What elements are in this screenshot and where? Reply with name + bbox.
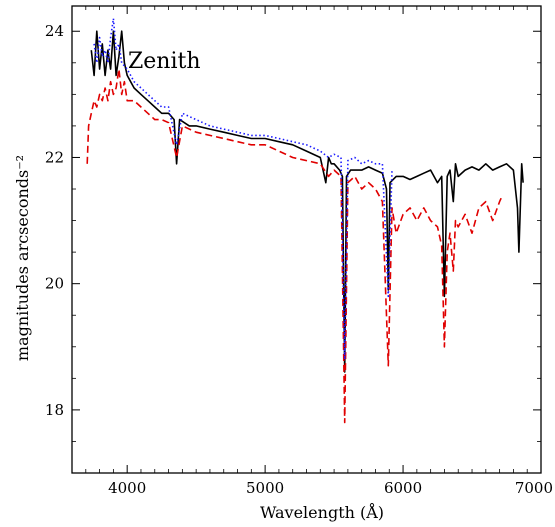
chart-annotation: Zenith bbox=[128, 49, 201, 74]
y-tick-label: 22 bbox=[45, 148, 64, 166]
y-axis-title: magnitudes arcseconds⁻² bbox=[13, 155, 32, 361]
y-tick-label: 24 bbox=[45, 22, 64, 40]
y-tick-label: 18 bbox=[45, 401, 64, 419]
ticks-layer: 4000 5000 6000 7000 18 20 22 24 bbox=[45, 6, 553, 497]
x-tick-label: 7000 bbox=[515, 479, 553, 497]
y-tick-label: 20 bbox=[45, 275, 64, 293]
x-tick-label: 5000 bbox=[246, 479, 284, 497]
plot-frame bbox=[71, 5, 542, 474]
series-line-1 bbox=[90, 30, 524, 373]
x-axis-title: Wavelength (Å) bbox=[260, 502, 384, 522]
series-line-2 bbox=[86, 68, 504, 424]
series-line-3 bbox=[93, 17, 393, 361]
series-layer bbox=[86, 17, 524, 424]
x-tick-label: 4000 bbox=[108, 479, 146, 497]
plot-border bbox=[71, 5, 542, 474]
x-tick-label: 6000 bbox=[384, 479, 422, 497]
